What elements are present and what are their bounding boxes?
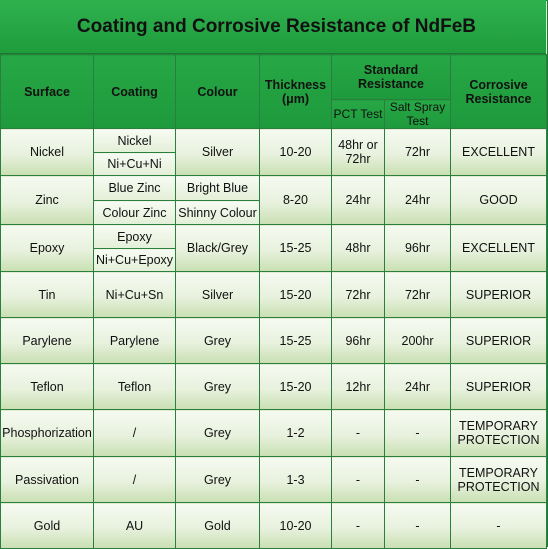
coating-cell: AU: [93, 502, 176, 549]
coating-cell: /: [93, 456, 176, 503]
salt-spray-cell: -: [383, 456, 452, 503]
table-row: Teflon Teflon Grey 15-20 12hr 24hr SUPERIOR: [0, 363, 548, 410]
surface-cell: Gold: [0, 502, 94, 549]
colour-cell: Bright Blue: [175, 175, 260, 201]
corrosive-resistance-cell: EXCELLENT: [450, 128, 548, 176]
table-subrow: Ni+Cu+Ni: [1, 152, 547, 176]
pct-test-cell: 12hr: [331, 363, 385, 410]
header-corrosive-resistance: Corrosive Resistance: [450, 54, 548, 129]
pct-test-cell: 48hr or 72hr: [331, 128, 385, 176]
pct-test-cell: -: [331, 456, 385, 503]
thickness-cell: 15-20: [259, 363, 332, 410]
thickness-cell: 15-25: [259, 317, 332, 364]
salt-spray-cell: -: [383, 502, 452, 549]
salt-spray-cell: 24hr: [383, 175, 452, 225]
coating-cell: Nickel: [93, 128, 176, 153]
corrosive-resistance-cell: EXCELLENT: [450, 224, 548, 272]
header-pct-test: PCT Test: [331, 99, 385, 129]
table-row: Epoxy Epoxy Black/Grey 15-25 48hr 96hr EXCELLE…: [0, 224, 548, 272]
coating-cell: Parylene: [93, 317, 176, 364]
header-thickness: Thickness (μm): [259, 54, 332, 129]
header-surface: Surface: [0, 54, 94, 129]
colour-cell: Grey: [175, 456, 260, 503]
thickness-cell: 15-20: [259, 271, 332, 318]
corrosive-resistance-cell: SUPERIOR: [450, 363, 548, 410]
corrosive-resistance-cell: GOOD: [450, 175, 548, 225]
page-title: Coating and Corrosive Resistance of NdFe…: [0, 0, 546, 54]
table-row: Passivation / Grey 1-3- - TEMPORARY PROTECTIO…: [0, 456, 548, 503]
coating-cell: /: [93, 409, 176, 457]
header-colour: Colour: [175, 54, 260, 129]
salt-spray-cell: 72hr: [383, 128, 452, 176]
salt-spray-cell: 96hr: [383, 224, 452, 272]
table-subrow: Colour Zinc Shinny Colour: [1, 200, 547, 225]
thickness-cell: 8-20: [259, 175, 332, 225]
surface-cell: Zinc: [0, 175, 94, 225]
salt-spray-cell: -: [383, 409, 452, 457]
salt-spray-cell: 24hr: [383, 363, 452, 410]
colour-cell: Silver: [175, 128, 260, 176]
thickness-cell: 1-2: [259, 409, 332, 457]
header-salt-spray-test: Salt Spray Test: [383, 99, 452, 129]
surface-cell: Tin: [0, 271, 94, 318]
pct-test-cell: -: [331, 409, 385, 457]
table-row: Zinc Blue Zinc Bright Blue 8-20 24hr 24hr GOOD: [0, 175, 548, 225]
colour-cell: Grey: [175, 409, 260, 457]
colour-cell: Silver: [175, 271, 260, 318]
surface-cell: Nickel: [0, 128, 94, 176]
table-row: Phosphorization / Grey 1-2- - TEMPORARY PROTE…: [0, 409, 548, 457]
pct-test-cell: 72hr: [331, 271, 385, 318]
coating-cell: Ni+Cu+Ni: [93, 152, 176, 176]
corrosive-resistance-cell: SUPERIOR: [450, 271, 548, 318]
corrosive-resistance-cell: TEMPORARY PROTECTION: [450, 456, 548, 503]
coating-cell: Colour Zinc: [93, 200, 176, 225]
thickness-cell: 10-20: [259, 128, 332, 176]
coating-cell: Ni+Cu+Sn: [93, 271, 176, 318]
corrosive-resistance-cell: TEMPORARY PROTECTION: [450, 409, 548, 457]
coating-cell: Epoxy: [93, 224, 176, 249]
thickness-cell: 1-3: [259, 456, 332, 503]
corrosive-resistance-cell: -: [450, 502, 548, 549]
surface-cell: Passivation: [0, 456, 94, 503]
colour-cell: Shinny Colour: [175, 200, 260, 225]
thickness-cell: 10-20: [259, 502, 332, 549]
table-subrow: Ni+Cu+Epoxy: [1, 248, 547, 272]
salt-spray-cell: 72hr: [383, 271, 452, 318]
surface-cell: Teflon: [0, 363, 94, 410]
colour-cell: Black/Grey: [175, 224, 260, 272]
surface-cell: Phosphorization: [0, 409, 94, 457]
coating-cell: Blue Zinc: [93, 175, 176, 201]
coating-cell: Teflon: [93, 363, 176, 410]
table-row: Nickel Nickel Silver 10-20 48hr or 72hr 72hr E…: [0, 128, 548, 176]
colour-cell: Gold: [175, 502, 260, 549]
table-row: Gold AU Gold 10-20- - -: [0, 502, 548, 549]
header-coating: Coating: [93, 54, 176, 129]
colour-cell: Grey: [175, 363, 260, 410]
colour-cell: Grey: [175, 317, 260, 364]
header-standard-resistance: Standard Resistance: [330, 54, 452, 100]
surface-cell: Parylene: [0, 317, 94, 364]
pct-test-cell: 48hr: [331, 224, 385, 272]
pct-test-cell: 24hr: [331, 175, 385, 225]
pct-test-cell: -: [331, 502, 385, 549]
table-body: Nickel Nickel Silver 10-20 48hr or 72hr 72hr E…: [0, 128, 548, 549]
coating-cell: Ni+Cu+Epoxy: [93, 248, 176, 272]
table-row: Parylene Parylene Grey 15-25 96hr 200hr SUPERI…: [0, 317, 548, 364]
salt-spray-cell: 200hr: [383, 317, 452, 364]
table-row: Tin Ni+Cu+Sn Silver 15-20 72hr 72hr SUPERIOR: [0, 271, 548, 318]
surface-cell: Epoxy: [0, 224, 94, 272]
coating-table: Surface Coating Colour Thickness (μm) St…: [0, 54, 548, 549]
corrosive-resistance-cell: SUPERIOR: [450, 317, 548, 364]
pct-test-cell: 96hr: [331, 317, 385, 364]
thickness-cell: 15-25: [259, 224, 332, 272]
